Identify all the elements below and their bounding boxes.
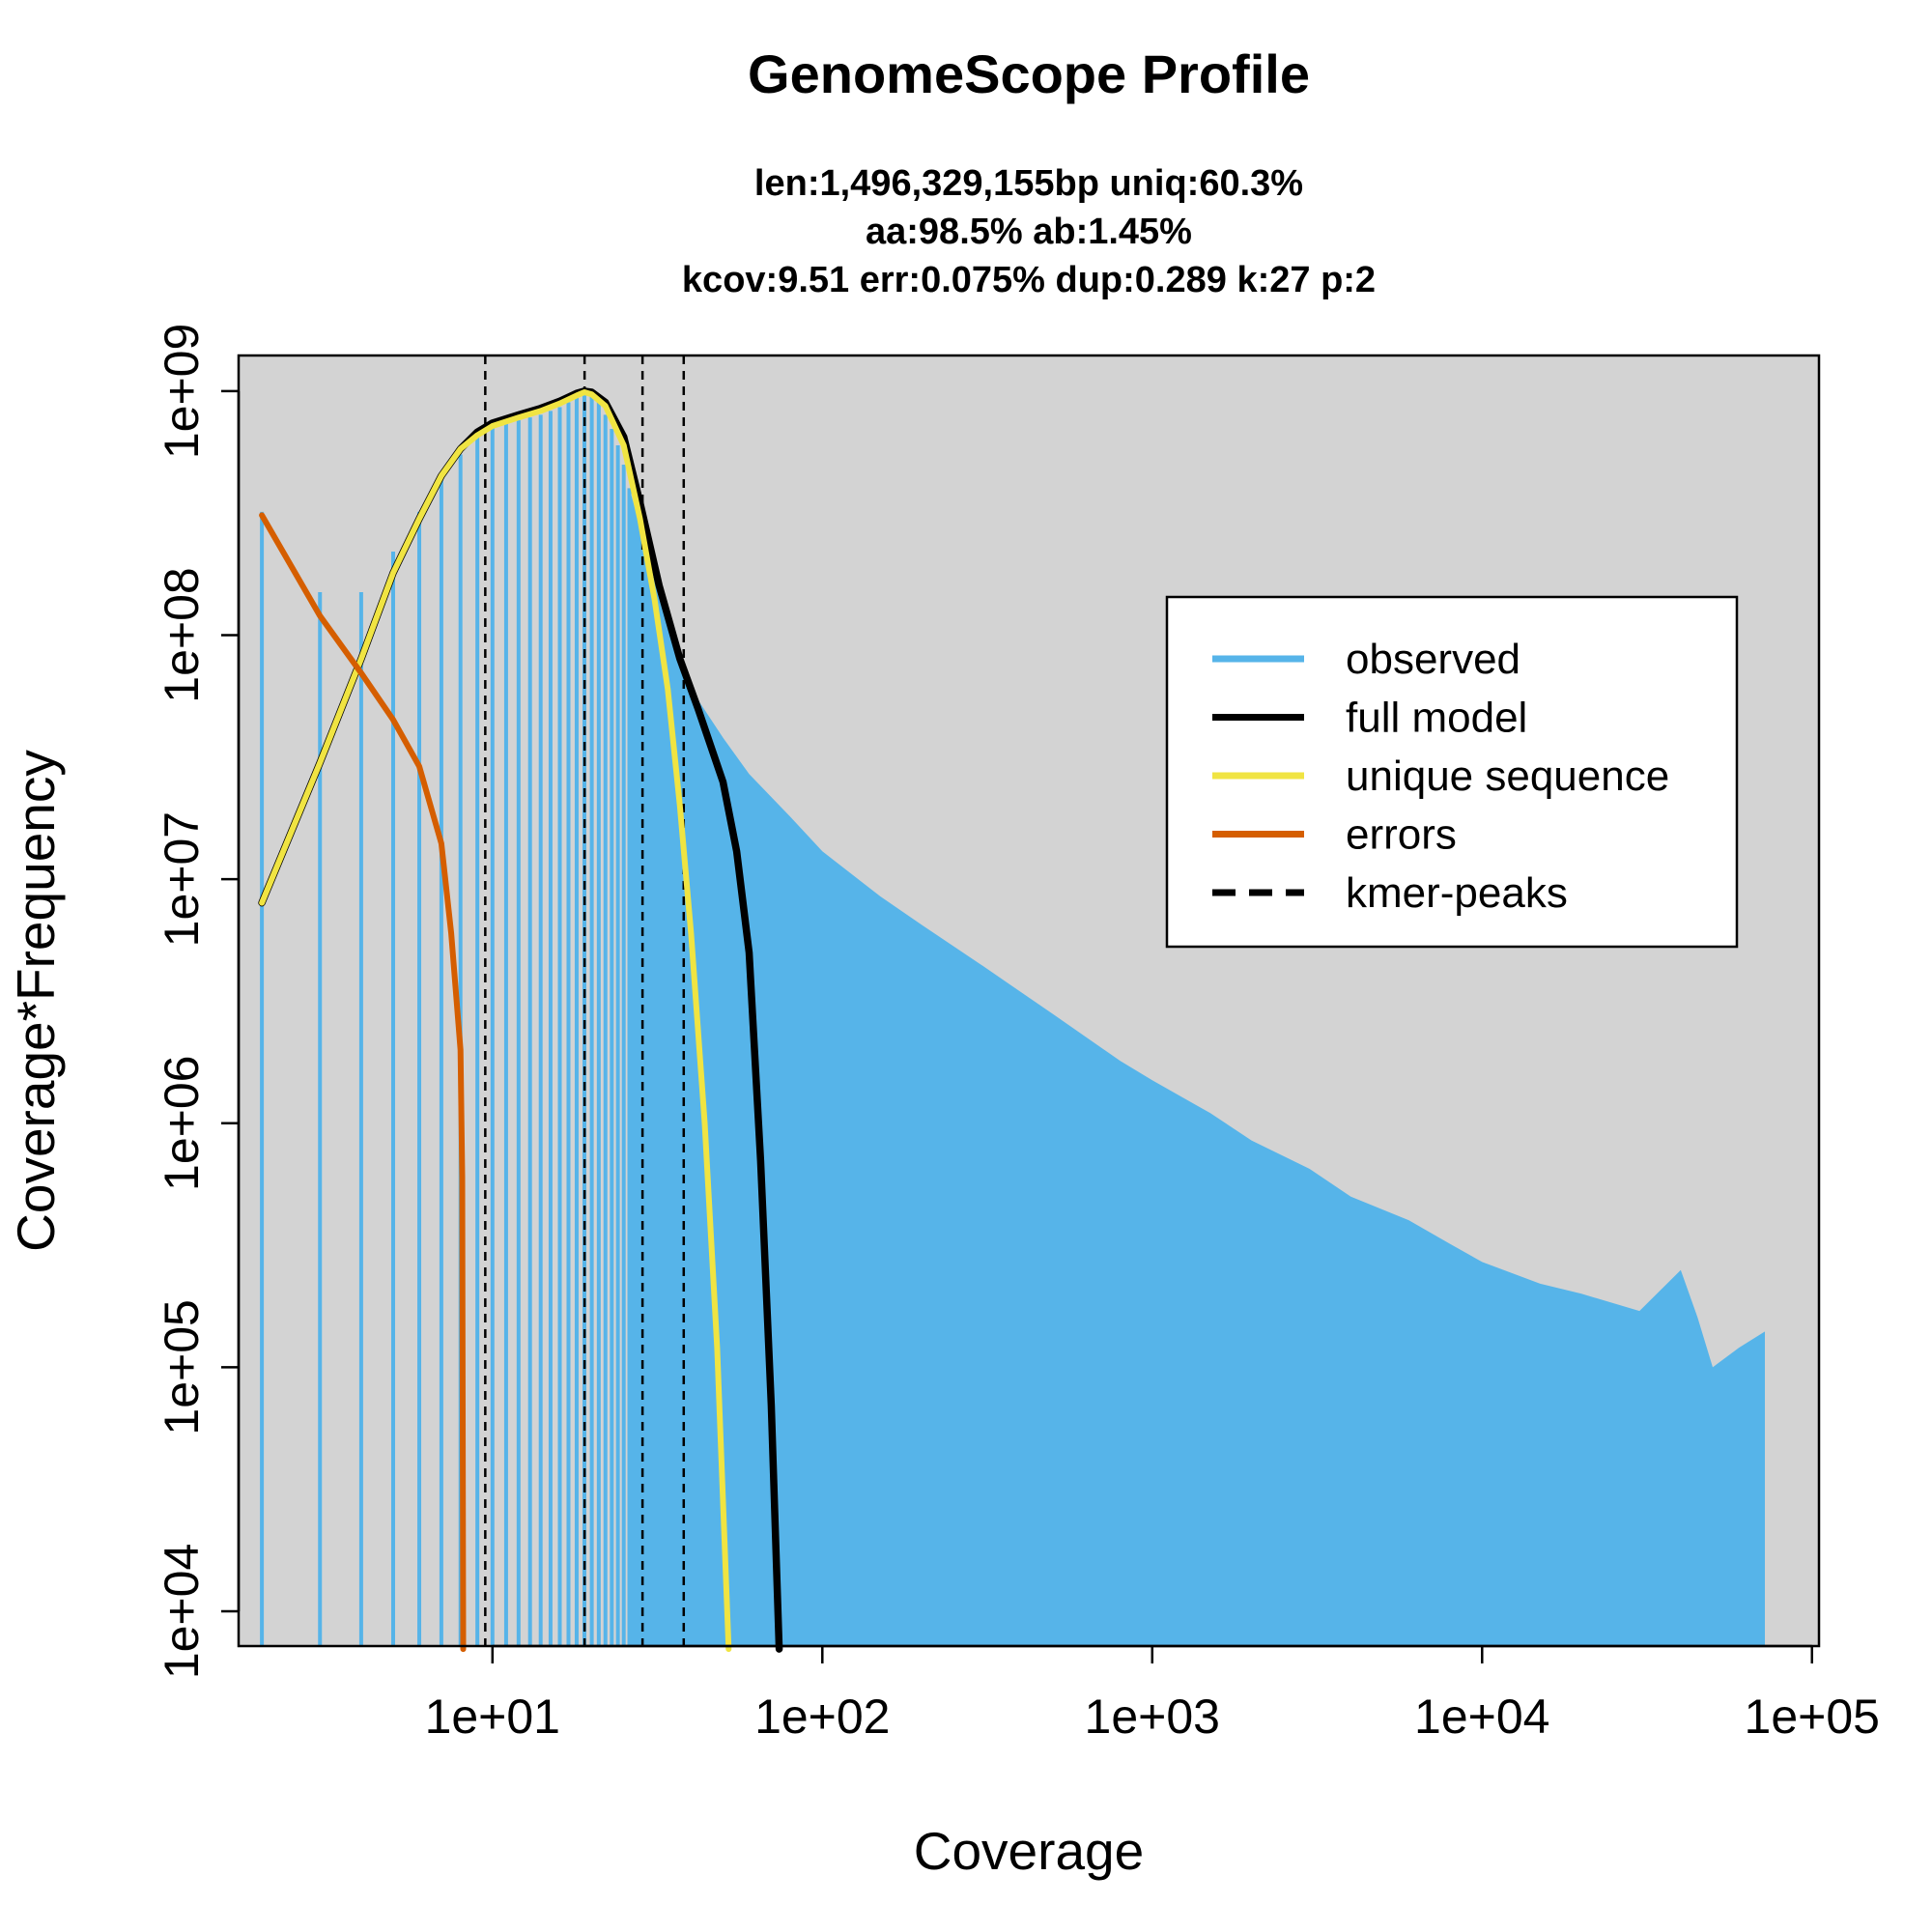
- legend-label: full model: [1346, 695, 1527, 742]
- chart-subtitle-line-3: kcov:9.51 err:0.075% dup:0.289 k:27 p:2: [682, 260, 1376, 300]
- legend: observed full model unique sequence errors k…: [1165, 595, 1739, 949]
- x-tick-label: 1e+02: [754, 1690, 890, 1744]
- x-tick-label: 1e+01: [425, 1690, 560, 1744]
- observed-layer: [260, 394, 1765, 1646]
- chart-subtitle-line-1: len:1,496,329,155bp uniq:60.3%: [754, 163, 1303, 204]
- y-tick-label: 1e+04: [155, 1544, 209, 1679]
- series-line-unique-sequence: [259, 389, 732, 1653]
- y-tick-label: 1e+08: [155, 567, 209, 702]
- legend-label: observed: [1346, 636, 1520, 683]
- x-axis: 1e+01 1e+02 1e+03 1e+04 1e+05: [425, 1644, 1880, 1744]
- y-axis: 1e+04 1e+05 1e+06 1e+07 1e+08 1e+09: [155, 324, 241, 1679]
- observed-area: [629, 488, 1765, 1646]
- x-tick-label: 1e+05: [1745, 1690, 1880, 1744]
- chart-subtitle-line-2: aa:98.5% ab:1.45%: [866, 212, 1192, 252]
- y-tick-label: 1e+09: [155, 324, 209, 459]
- x-axis-label: Coverage: [914, 1821, 1144, 1881]
- model-lines-layer: [258, 387, 783, 1653]
- x-tick-label: 1e+03: [1085, 1690, 1220, 1744]
- legend-label: kmer-peaks: [1346, 869, 1568, 917]
- y-tick-label: 1e+06: [155, 1056, 209, 1191]
- y-axis-label: Coverage*Frequency: [6, 750, 66, 1252]
- x-tick-label: 1e+04: [1414, 1690, 1549, 1744]
- y-tick-label: 1e+07: [155, 811, 209, 947]
- legend-label: unique sequence: [1346, 753, 1669, 800]
- legend-label: errors: [1346, 811, 1457, 859]
- y-tick-label: 1e+05: [155, 1299, 209, 1435]
- chart-title: GenomeScope Profile: [748, 43, 1310, 104]
- legend-box: [1165, 595, 1739, 949]
- series-line-errors: [259, 512, 467, 1653]
